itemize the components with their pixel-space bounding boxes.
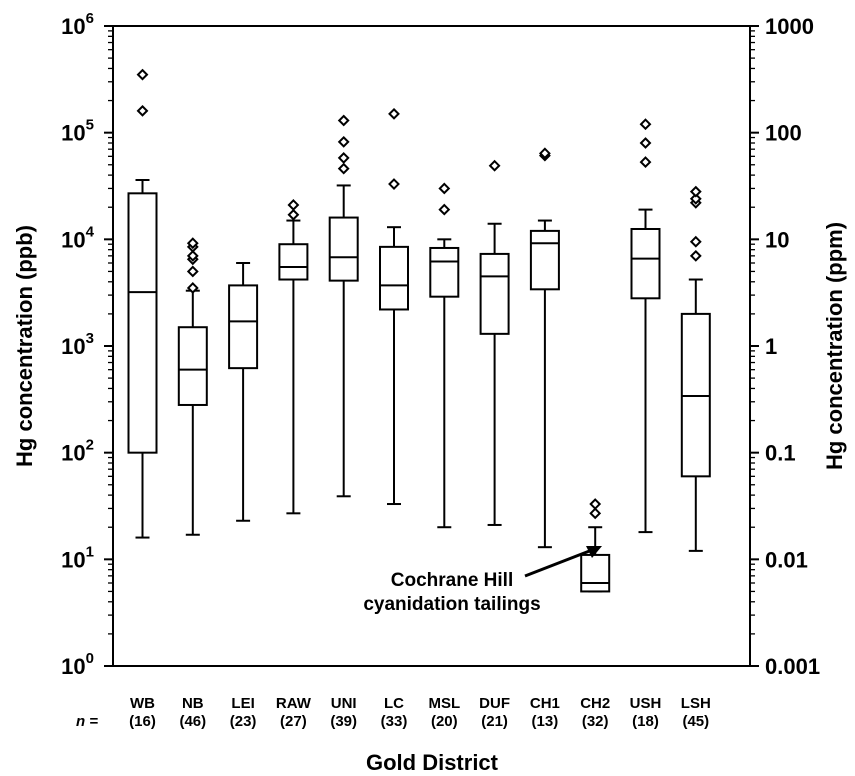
n-count-label: (45) [682, 713, 709, 730]
box-ch1 [529, 147, 560, 549]
x-tick-label: CH1 [530, 695, 560, 712]
outlier-point [538, 147, 551, 160]
y-tick-label-right: 100 [765, 121, 802, 146]
y-axis-title-left: Hg concentration (ppb) [12, 225, 37, 467]
box-duf [479, 159, 510, 526]
n-prefix-label: n = [76, 713, 98, 730]
outlier-point [388, 178, 400, 190]
iqr-box [228, 284, 259, 370]
box-uni [328, 114, 359, 498]
y-tick-label-left: 104 [61, 223, 94, 252]
box-msl [429, 182, 460, 529]
iqr-box [429, 246, 460, 298]
box-nb [177, 237, 208, 536]
outlier-point [689, 249, 702, 262]
outlier-point [438, 182, 451, 195]
outlier-point [589, 507, 602, 520]
outlier-point [186, 282, 199, 294]
iqr-box [580, 553, 611, 593]
outlier-point [337, 162, 350, 175]
outlier-point [689, 185, 702, 198]
n-count-label: (21) [481, 713, 508, 730]
outlier-point [287, 208, 300, 221]
x-tick-label: NB [182, 695, 204, 712]
n-count-label: (23) [230, 713, 257, 730]
iqr-box [177, 326, 208, 406]
outlier-point [639, 156, 652, 168]
x-tick-label: LSH [681, 695, 711, 712]
outlier-point [337, 151, 350, 164]
y-tick-label-left: 102 [61, 437, 94, 466]
box-ch2 [580, 498, 611, 593]
x-axis-title: Gold District [366, 750, 499, 775]
x-tick-label: DUF [479, 695, 510, 712]
iqr-box [479, 252, 510, 335]
x-tick-label: MSL [428, 695, 460, 712]
n-count-label: (18) [632, 713, 659, 730]
n-count-label: (46) [179, 713, 206, 730]
annotation-line-1: Cochrane Hill [391, 570, 513, 591]
box-lei [228, 261, 259, 522]
outlier-point [438, 203, 451, 216]
outlier-point [689, 192, 702, 205]
y-tick-label-left: 100 [61, 650, 94, 679]
x-tick-label: RAW [276, 695, 312, 712]
x-tick-label: WB [130, 695, 155, 712]
outlier-point [589, 498, 602, 510]
n-count-label: (20) [431, 713, 458, 730]
y-tick-label-left: 105 [61, 117, 94, 146]
y-tick-label-right: 10 [765, 227, 789, 252]
outlier-point [337, 114, 350, 127]
y-tick-label-right: 0.01 [765, 547, 808, 572]
outlier-point [136, 104, 149, 117]
outlier-point [639, 137, 652, 149]
outlier-point [186, 265, 199, 278]
x-tick-label: LC [384, 695, 404, 712]
iqr-box [630, 227, 661, 300]
annotation-line-2: cyanidation tailings [363, 594, 540, 615]
box-ush [630, 118, 661, 534]
outlier-point [488, 159, 501, 172]
iqr-box [328, 216, 359, 282]
n-count-label: (13) [532, 713, 559, 730]
box-wb [127, 68, 158, 539]
outlier-point [136, 68, 149, 81]
y-tick-label-left: 103 [61, 330, 94, 359]
y-tick-label-right: 1 [765, 334, 777, 359]
box-lc [379, 107, 409, 506]
outlier-point [388, 107, 400, 120]
outlier-point [689, 235, 702, 248]
iqr-box [278, 243, 309, 281]
y-tick-label-left: 106 [61, 10, 94, 39]
x-tick-label: USH [630, 695, 662, 712]
iqr-box [529, 229, 560, 291]
outlier-point [287, 199, 300, 211]
n-count-label: (27) [280, 713, 307, 730]
x-tick-label: UNI [331, 695, 357, 712]
n-count-label: (32) [582, 713, 609, 730]
x-tick-label: CH2 [580, 695, 610, 712]
iqr-box [379, 245, 409, 311]
annotation-arrow [524, 546, 602, 578]
y-tick-label-right: 0.001 [765, 654, 820, 679]
n-count-label: (33) [381, 713, 408, 730]
y-axis-title-right: Hg concentration (ppm) [822, 222, 847, 470]
y-tick-label-left: 101 [61, 543, 94, 572]
box-lsh [680, 185, 711, 552]
n-count-label: (16) [129, 713, 156, 730]
outlier-point [337, 135, 350, 148]
n-count-label: (39) [330, 713, 357, 730]
box-raw [278, 199, 309, 515]
y-tick-label-right: 1000 [765, 14, 814, 39]
x-tick-label: LEI [231, 695, 254, 712]
outlier-point [186, 237, 199, 250]
iqr-box [127, 192, 158, 454]
y-tick-label-right: 0.1 [765, 441, 796, 466]
outlier-point [186, 249, 199, 262]
outlier-point [639, 118, 652, 131]
